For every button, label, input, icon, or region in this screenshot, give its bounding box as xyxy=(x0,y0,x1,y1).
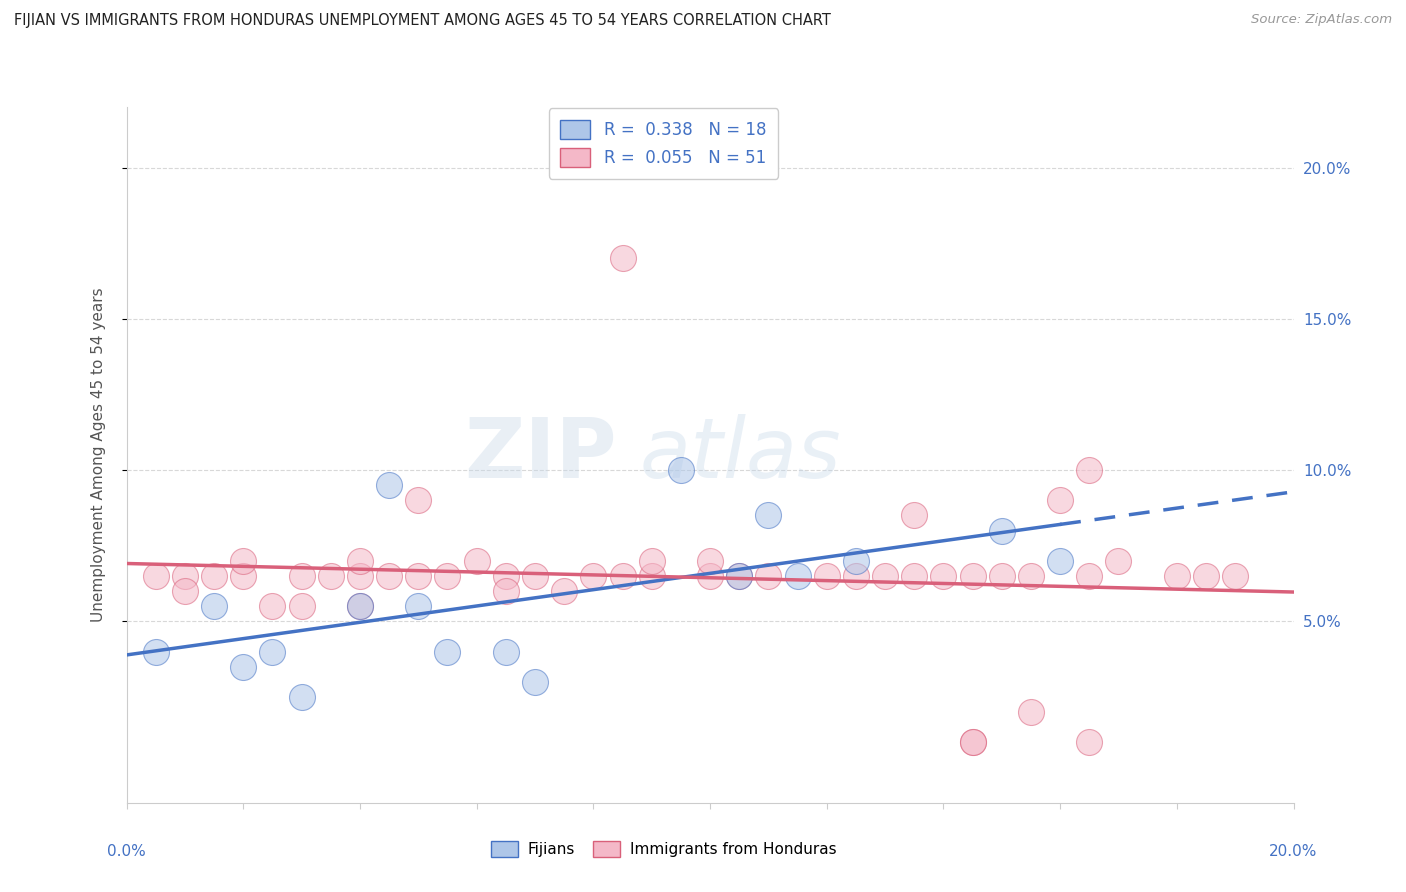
Point xyxy=(495,644,517,658)
Point xyxy=(962,735,984,749)
Point xyxy=(1019,569,1042,583)
Point xyxy=(640,554,664,568)
Point xyxy=(465,554,488,568)
Point xyxy=(582,569,605,583)
Point xyxy=(524,674,547,689)
Point xyxy=(553,584,575,599)
Point xyxy=(845,569,868,583)
Legend: Fijians, Immigrants from Honduras: Fijians, Immigrants from Honduras xyxy=(482,833,844,864)
Point xyxy=(612,252,634,266)
Point xyxy=(232,659,254,673)
Point xyxy=(202,569,225,583)
Point xyxy=(495,569,517,583)
Point xyxy=(669,463,692,477)
Point xyxy=(174,584,197,599)
Point xyxy=(378,569,401,583)
Point xyxy=(262,644,284,658)
Point xyxy=(1223,569,1246,583)
Text: Source: ZipAtlas.com: Source: ZipAtlas.com xyxy=(1251,13,1392,27)
Point xyxy=(756,508,779,523)
Point xyxy=(875,569,897,583)
Point xyxy=(815,569,838,583)
Point xyxy=(699,569,721,583)
Point xyxy=(232,569,254,583)
Point xyxy=(1049,554,1071,568)
Point xyxy=(903,508,925,523)
Point xyxy=(1166,569,1188,583)
Point xyxy=(932,569,955,583)
Text: FIJIAN VS IMMIGRANTS FROM HONDURAS UNEMPLOYMENT AMONG AGES 45 TO 54 YEARS CORREL: FIJIAN VS IMMIGRANTS FROM HONDURAS UNEMP… xyxy=(14,13,831,29)
Point xyxy=(290,599,312,614)
Text: 0.0%: 0.0% xyxy=(107,845,146,859)
Point xyxy=(290,569,312,583)
Text: ZIP: ZIP xyxy=(464,415,617,495)
Point xyxy=(1049,493,1071,508)
Point xyxy=(962,569,984,583)
Point xyxy=(524,569,547,583)
Point xyxy=(728,569,751,583)
Point xyxy=(1078,569,1101,583)
Point xyxy=(436,569,458,583)
Point xyxy=(408,599,430,614)
Point xyxy=(1019,705,1042,719)
Point xyxy=(786,569,808,583)
Point xyxy=(962,735,984,749)
Point xyxy=(1078,463,1101,477)
Point xyxy=(756,569,779,583)
Text: 20.0%: 20.0% xyxy=(1270,845,1317,859)
Point xyxy=(145,644,167,658)
Point xyxy=(232,554,254,568)
Point xyxy=(728,569,751,583)
Point xyxy=(1078,735,1101,749)
Point xyxy=(990,524,1012,538)
Point xyxy=(699,554,721,568)
Point xyxy=(640,569,664,583)
Point xyxy=(349,554,371,568)
Point xyxy=(408,493,430,508)
Point xyxy=(495,584,517,599)
Point xyxy=(845,554,868,568)
Point xyxy=(990,569,1012,583)
Point xyxy=(612,569,634,583)
Text: atlas: atlas xyxy=(640,415,842,495)
Point xyxy=(145,569,167,583)
Point xyxy=(436,644,458,658)
Point xyxy=(319,569,342,583)
Point xyxy=(1108,554,1130,568)
Point xyxy=(349,569,371,583)
Point xyxy=(202,599,225,614)
Point xyxy=(174,569,197,583)
Point xyxy=(378,478,401,492)
Y-axis label: Unemployment Among Ages 45 to 54 years: Unemployment Among Ages 45 to 54 years xyxy=(91,287,105,623)
Point xyxy=(903,569,925,583)
Point xyxy=(1195,569,1218,583)
Point xyxy=(349,599,371,614)
Point xyxy=(290,690,312,704)
Point xyxy=(349,599,371,614)
Point xyxy=(262,599,284,614)
Point xyxy=(408,569,430,583)
